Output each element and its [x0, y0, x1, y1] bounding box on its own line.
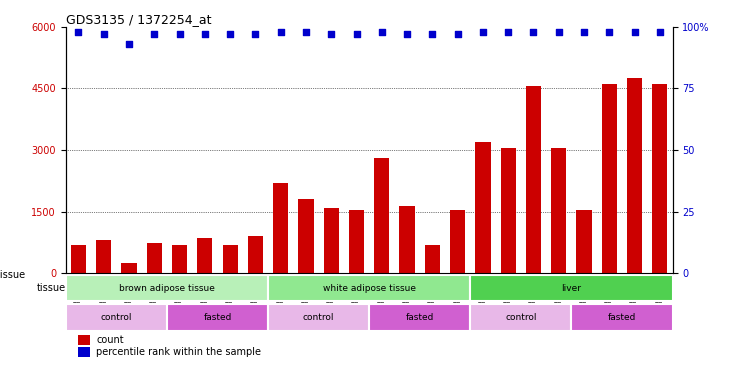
Bar [526, 86, 541, 273]
Bar [450, 210, 465, 273]
FancyBboxPatch shape [66, 275, 268, 301]
Text: percentile rank within the sample: percentile rank within the sample [96, 347, 261, 357]
Text: count: count [96, 335, 124, 345]
Bar [96, 240, 111, 273]
Text: brown adipose tissue: brown adipose tissue [119, 284, 215, 293]
Text: white adipose tissue: white adipose tissue [322, 284, 416, 293]
Bar [147, 243, 162, 273]
Bar [121, 263, 137, 273]
Point [528, 29, 539, 35]
Point [72, 29, 84, 35]
FancyBboxPatch shape [572, 305, 673, 331]
Bar [551, 148, 567, 273]
Bar [248, 237, 263, 273]
Point [148, 31, 160, 37]
Point [98, 31, 110, 37]
Text: GDS3135 / 1372254_at: GDS3135 / 1372254_at [66, 13, 211, 26]
Bar [298, 199, 314, 273]
Bar [577, 210, 591, 273]
Point [604, 29, 616, 35]
Text: fasted: fasted [607, 313, 636, 322]
Point [224, 31, 236, 37]
Point [123, 41, 135, 47]
FancyBboxPatch shape [268, 305, 369, 331]
Bar [78, 335, 90, 345]
Text: tissue: tissue [0, 270, 28, 280]
Text: liver: liver [561, 284, 581, 293]
Bar [78, 347, 90, 357]
Bar [273, 183, 288, 273]
Text: fasted: fasted [203, 313, 232, 322]
FancyBboxPatch shape [268, 275, 470, 301]
Point [452, 31, 463, 37]
Point [629, 29, 640, 35]
Bar [172, 245, 187, 273]
Point [477, 29, 489, 35]
Bar [324, 208, 338, 273]
FancyBboxPatch shape [369, 305, 470, 331]
Bar [374, 158, 390, 273]
Point [426, 31, 438, 37]
Bar [652, 84, 667, 273]
Text: control: control [505, 313, 537, 322]
Point [578, 29, 590, 35]
Point [376, 29, 387, 35]
Point [654, 29, 666, 35]
Text: control: control [303, 313, 334, 322]
Bar [602, 84, 617, 273]
Bar [349, 210, 364, 273]
Point [300, 29, 312, 35]
Point [249, 31, 261, 37]
FancyBboxPatch shape [470, 305, 572, 331]
Text: fasted: fasted [406, 313, 434, 322]
Point [351, 31, 363, 37]
Point [325, 31, 337, 37]
Point [174, 31, 186, 37]
FancyBboxPatch shape [167, 305, 268, 331]
Point [553, 29, 564, 35]
Bar [501, 148, 516, 273]
FancyBboxPatch shape [470, 275, 673, 301]
Bar [475, 142, 491, 273]
Point [401, 31, 413, 37]
Point [199, 31, 211, 37]
Bar [425, 245, 440, 273]
Text: tissue: tissue [37, 283, 66, 293]
Bar [399, 205, 414, 273]
Text: control: control [101, 313, 132, 322]
Bar [71, 245, 86, 273]
Point [275, 29, 287, 35]
FancyBboxPatch shape [66, 305, 167, 331]
Point [502, 29, 514, 35]
Bar [197, 238, 213, 273]
Bar [627, 78, 643, 273]
Bar [222, 245, 238, 273]
